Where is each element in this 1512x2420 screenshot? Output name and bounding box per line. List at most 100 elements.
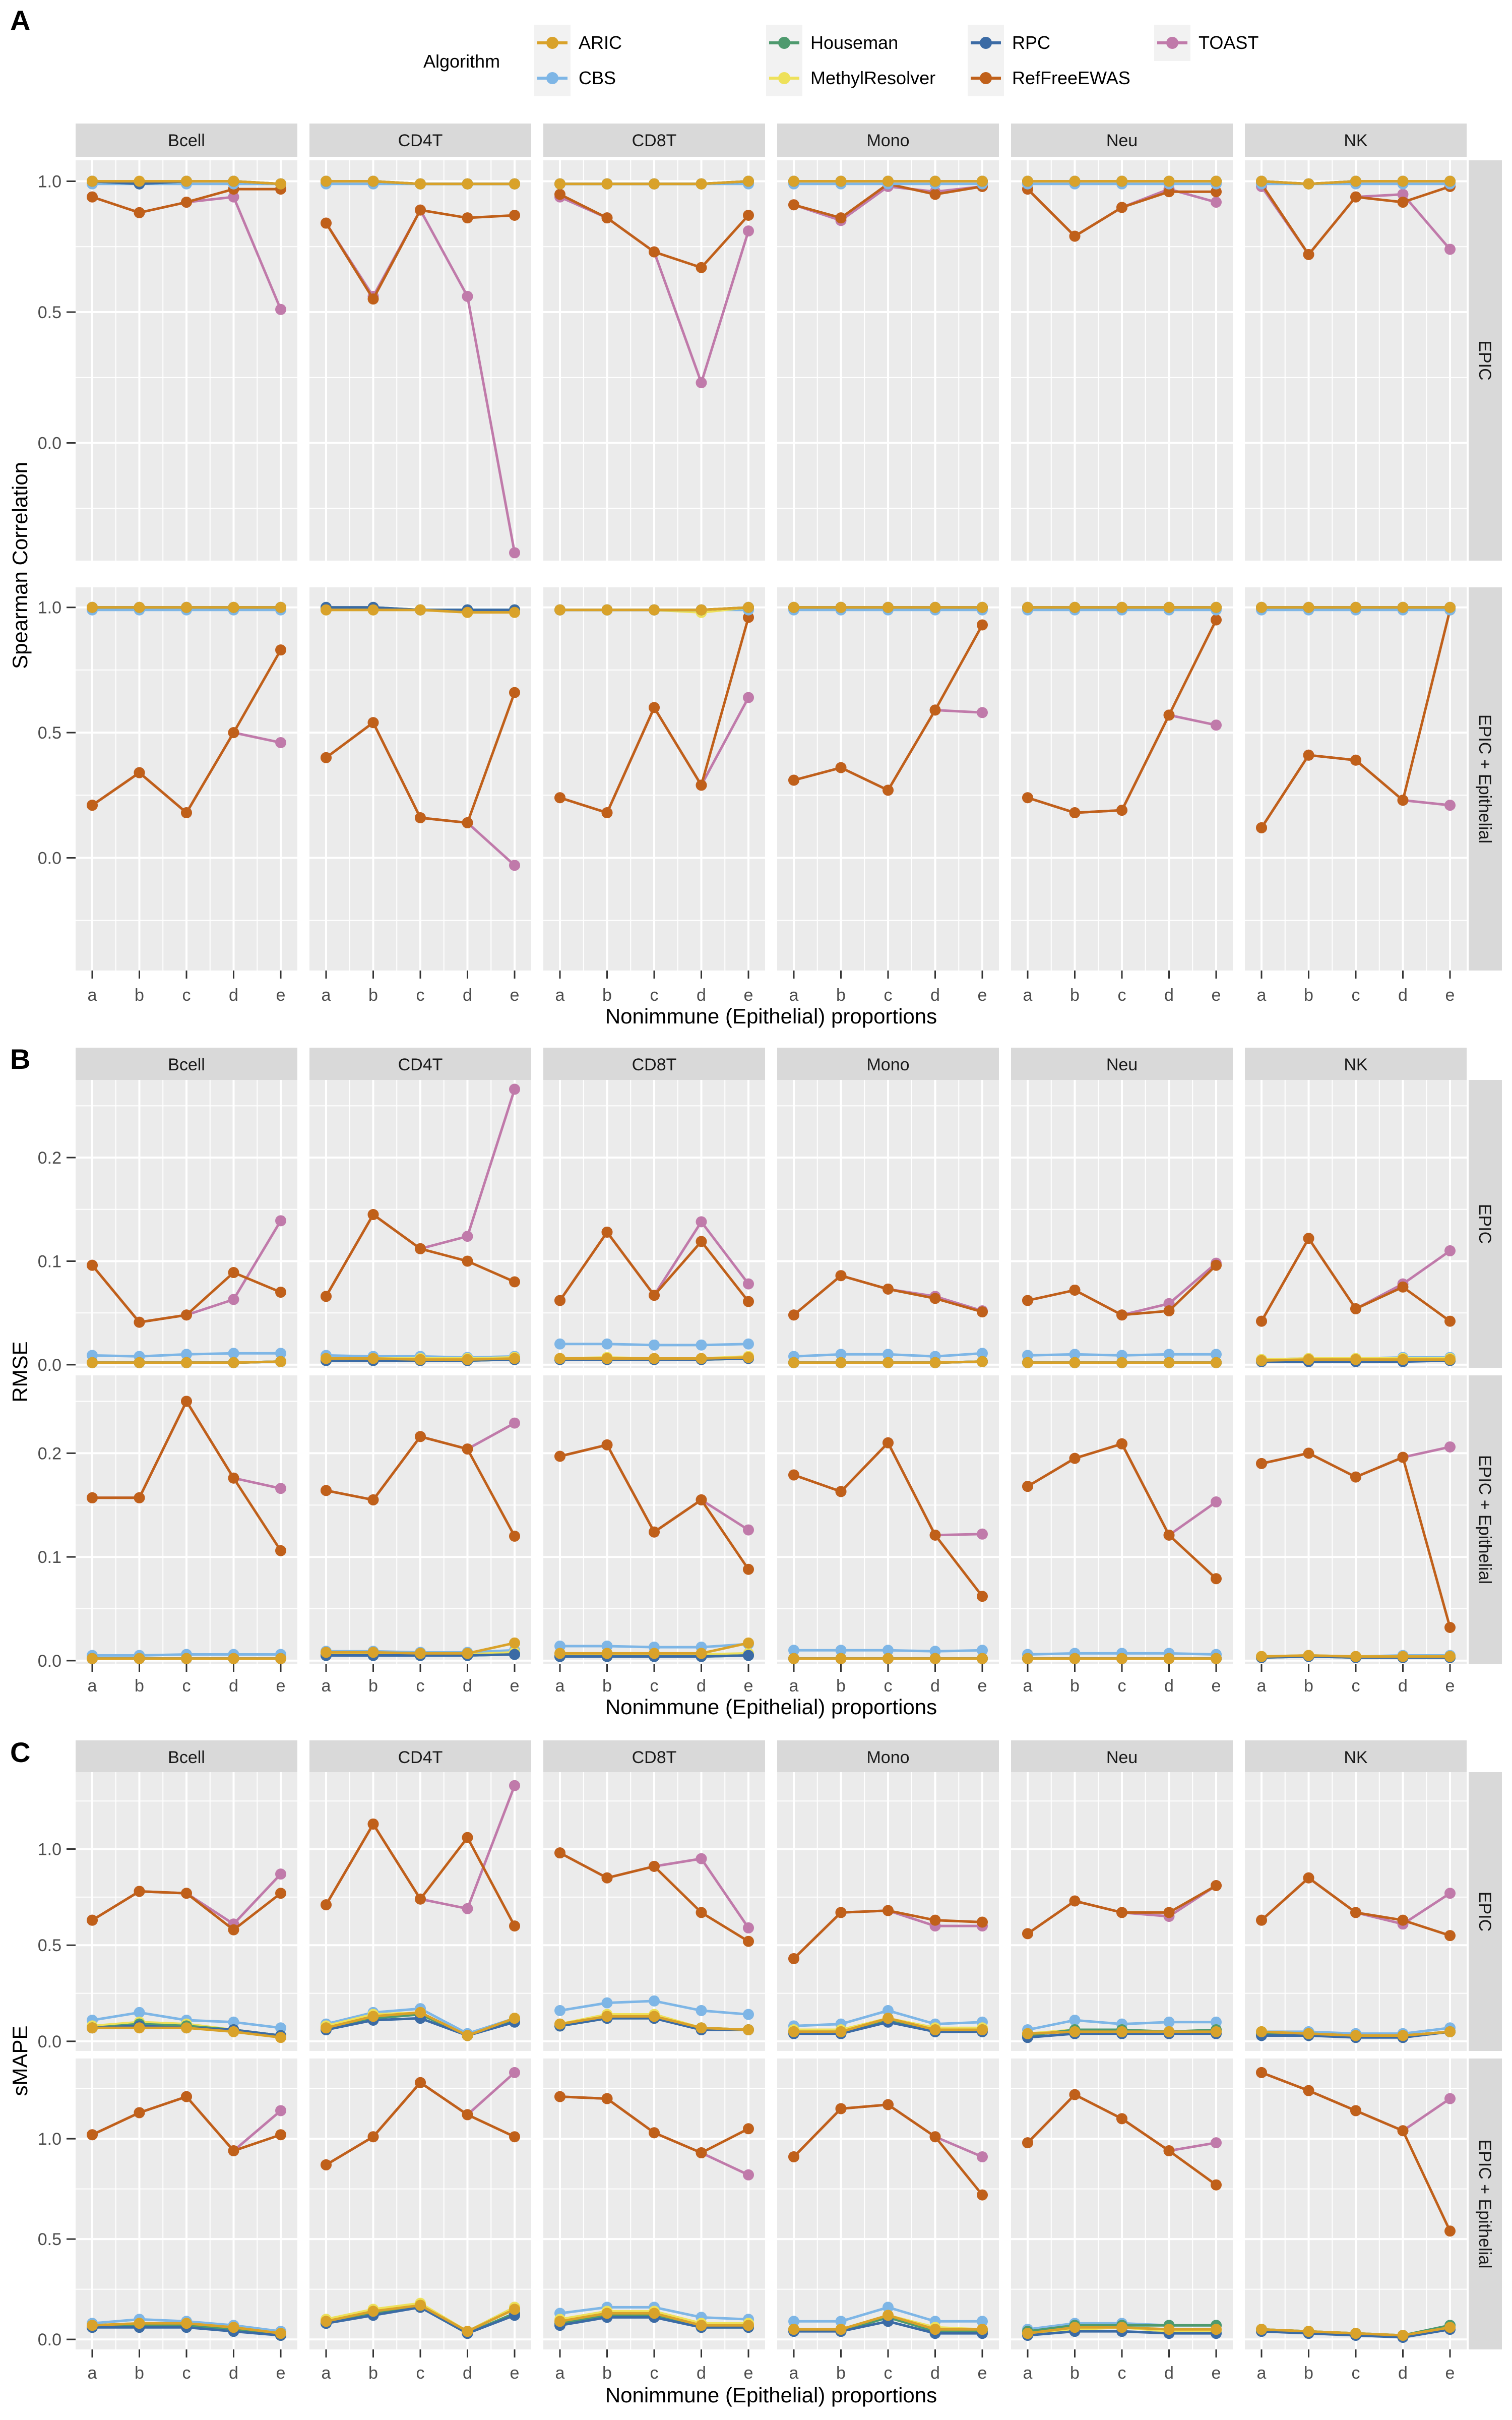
point-reffreeewas-a [788, 199, 799, 211]
x-tick-label: c [1118, 1676, 1126, 1696]
strip-label: NK [1344, 1748, 1368, 1767]
point-toast-e [1444, 1245, 1456, 1256]
point-reffreeewas-d [696, 1236, 707, 1247]
y-tick-label: 0.0 [38, 2330, 61, 2349]
point-toast-e [977, 707, 988, 718]
point-aric-c [1350, 1651, 1361, 1662]
y-tick-label: 0.0 [38, 1652, 61, 1671]
point-aric-e [275, 1653, 286, 1664]
point-cbs-d [696, 1339, 707, 1351]
point-reffreeewas-a [554, 2091, 565, 2102]
point-aric-d [929, 1653, 941, 1664]
x-tick-label: c [1352, 2364, 1360, 2383]
point-reffreeewas-b [835, 1270, 847, 1282]
point-reffreeewas-c [415, 2077, 426, 2088]
point-reffreeewas-b [1303, 249, 1314, 260]
point-aric-d [696, 1353, 707, 1364]
point-reffreeewas-b [367, 1494, 379, 1505]
point-reffreeewas-c [1350, 1303, 1361, 1314]
point-aric-d [462, 607, 473, 618]
point-aric-b [1069, 2026, 1081, 2037]
point-toast-e [743, 1922, 754, 1933]
point-reffreeewas-c [181, 1309, 192, 1321]
point-aric-e [275, 2032, 286, 2043]
strip-label: Neu [1106, 1748, 1138, 1767]
point-aric-a [1022, 1357, 1033, 1368]
point-reffreeewas-b [1303, 749, 1314, 761]
point-aric-d [462, 2030, 473, 2041]
point-reffreeewas-b [601, 212, 613, 224]
point-reffreeewas-b [1303, 2085, 1314, 2096]
y-tick-label: 0.5 [38, 303, 61, 322]
point-cbs-e [1211, 1349, 1222, 1360]
point-aric-c [181, 175, 192, 187]
point-aric-d [228, 2026, 239, 2037]
point-aric-d [228, 2322, 239, 2333]
point-aric-c [1350, 601, 1361, 613]
x-tick-label: d [1398, 1676, 1408, 1696]
point-reffreeewas-d [1163, 1907, 1175, 1918]
row-strip [1469, 1080, 1502, 1368]
x-tick-label: e [276, 986, 286, 1005]
point-reffreeewas-c [649, 246, 660, 258]
point-reffreeewas-c [883, 1905, 894, 1916]
point-reffreeewas-a [1022, 792, 1033, 804]
row-strip [1469, 587, 1502, 971]
point-aric-c [1116, 2322, 1127, 2333]
point-aric-c [649, 2308, 660, 2319]
point-aric-e [977, 601, 988, 613]
point-aric-e [509, 178, 520, 190]
point-cbs-a [788, 1645, 799, 1656]
point-aric-d [696, 1648, 707, 1659]
point-reffreeewas-b [835, 1907, 847, 1918]
point-aric-a [1256, 2324, 1267, 2335]
facet-nk-epic [1245, 160, 1467, 561]
point-aric-a [87, 1653, 98, 1664]
legend-key-point [546, 72, 558, 84]
point-aric-c [1350, 2328, 1361, 2339]
facet-mono-epic-epithelial [777, 2059, 999, 2349]
x-tick-label: a [555, 986, 565, 1005]
point-reffreeewas-b [367, 293, 379, 305]
point-toast-d [228, 1294, 239, 1305]
point-reffreeewas-a [1022, 1481, 1033, 1492]
point-aric-a [1022, 2328, 1033, 2339]
point-aric-e [977, 1356, 988, 1367]
point-cbs-e [743, 1338, 754, 1350]
point-aric-e [1444, 1651, 1456, 1662]
facet-cd4t-epic [309, 1080, 531, 1368]
strip-neu [1011, 124, 1233, 157]
point-reffreeewas-d [929, 1914, 941, 1926]
x-tick-label: e [1212, 2364, 1221, 2383]
x-tick-label: d [930, 1676, 940, 1696]
x-tick-label: b [1070, 2364, 1080, 2383]
x-tick-label: d [930, 2364, 940, 2383]
point-reffreeewas-c [1350, 191, 1361, 203]
point-reffreeewas-e [977, 1306, 988, 1318]
x-tick-label: e [1445, 986, 1455, 1005]
point-aric-e [275, 2328, 286, 2339]
point-toast-e [1211, 2137, 1222, 2149]
point-aric-b [601, 604, 613, 616]
point-aric-b [1303, 2326, 1314, 2337]
strip-cd4t [309, 1740, 531, 1774]
point-reffreeewas-c [1350, 2105, 1361, 2116]
point-aric-d [696, 2320, 707, 2331]
x-tick-label: b [602, 1676, 612, 1696]
strip-label: CD8T [632, 131, 677, 150]
point-toast-e [743, 2169, 754, 2181]
point-aric-d [696, 178, 707, 190]
point-aric-b [1303, 178, 1314, 190]
point-aric-a [87, 1357, 98, 1368]
point-toast-d [462, 1231, 473, 1242]
point-aric-b [601, 178, 613, 190]
x-tick-label: b [368, 1676, 378, 1696]
point-aric-e [1444, 2026, 1456, 2037]
point-cbs-c [883, 2005, 894, 2016]
point-reffreeewas-d [462, 817, 473, 828]
legend-label: MethylResolver [810, 68, 935, 88]
point-reffreeewas-b [367, 1818, 379, 1830]
point-aric-e [275, 1356, 286, 1367]
point-toast-d [228, 191, 239, 203]
